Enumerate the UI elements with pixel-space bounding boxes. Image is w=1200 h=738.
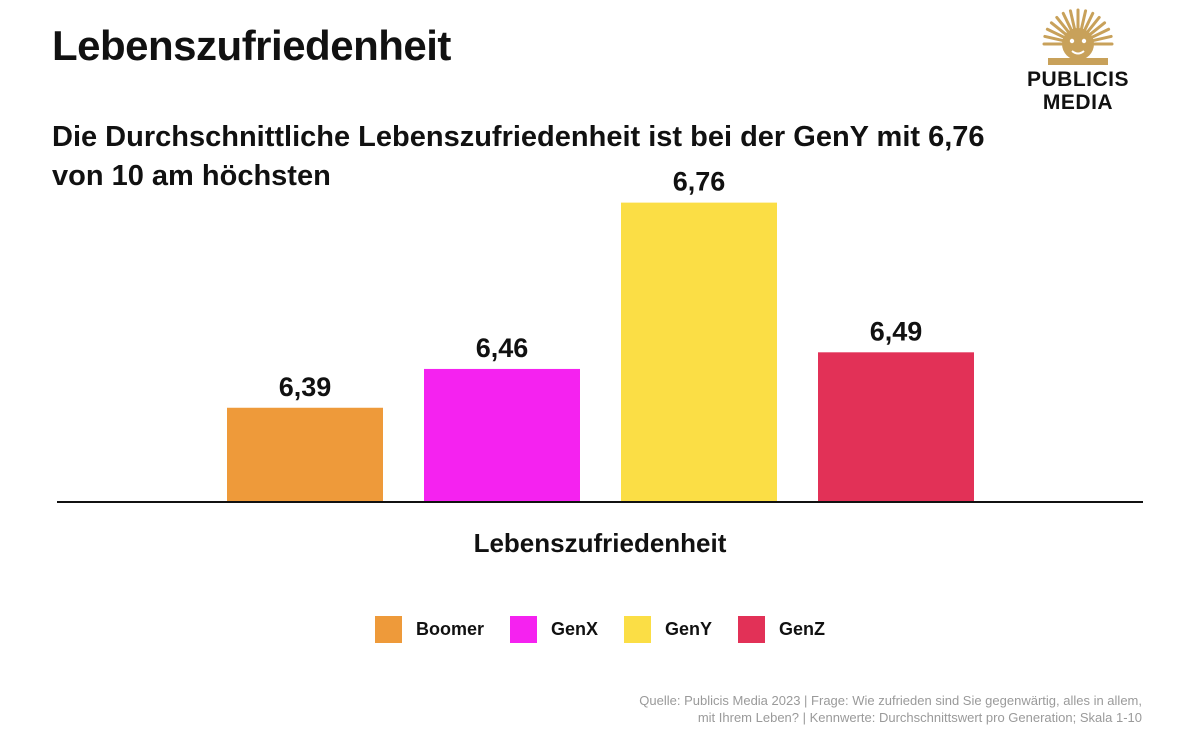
bar-genx [424, 368, 580, 502]
legend-item-genz: GenZ [738, 616, 825, 643]
chart-subtitle: Die Durchschnittliche Lebenszufriedenhei… [52, 121, 985, 192]
bar-boomer [227, 407, 383, 502]
legend-label-geny: GenY [665, 619, 713, 639]
legend-label-genx: GenX [550, 619, 598, 639]
data-label-genz: 6,49 [870, 316, 923, 346]
legend-swatch-genz [738, 616, 766, 643]
footnote-line-1: Quelle: Publicis Media 2023 | Frage: Wie… [639, 693, 1142, 708]
legend-label-boomer: Boomer [415, 619, 484, 639]
legend-item-boomer: Boomer [374, 616, 484, 643]
source-footnote: Quelle: Publicis Media 2023 | Frage: Wie… [442, 692, 1142, 726]
bar-genz [818, 352, 974, 502]
chart-legend: Boomer GenX GenY GenZ [0, 616, 1200, 643]
lion-head-icon [1042, 8, 1114, 65]
legend-label-genz: GenZ [779, 619, 826, 639]
x-axis-label: Lebenszufriedenheit [473, 528, 727, 558]
legend-item-genx: GenX [509, 616, 598, 643]
page-title: Lebenszufriedenheit [52, 22, 451, 69]
data-label-geny: 6,76 [673, 167, 726, 197]
legend-swatch-boomer [374, 616, 402, 643]
footnote-line-2: mit Ihrem Leben? | Kennwerte: Durchschni… [697, 710, 1142, 725]
data-label-genx: 6,46 [476, 333, 529, 363]
bar-geny [621, 202, 777, 502]
data-label-boomer: 6,39 [279, 372, 332, 402]
publicis-media-logo: PUBLICIS MEDIA [1008, 6, 1148, 118]
logo-text-line1: PUBLICIS [1026, 68, 1129, 91]
legend-item-geny: GenY [624, 616, 712, 643]
legend-swatch-genx [509, 616, 537, 643]
legend-swatch-geny [624, 616, 651, 643]
logo-text-line2: MEDIA [1042, 91, 1114, 114]
